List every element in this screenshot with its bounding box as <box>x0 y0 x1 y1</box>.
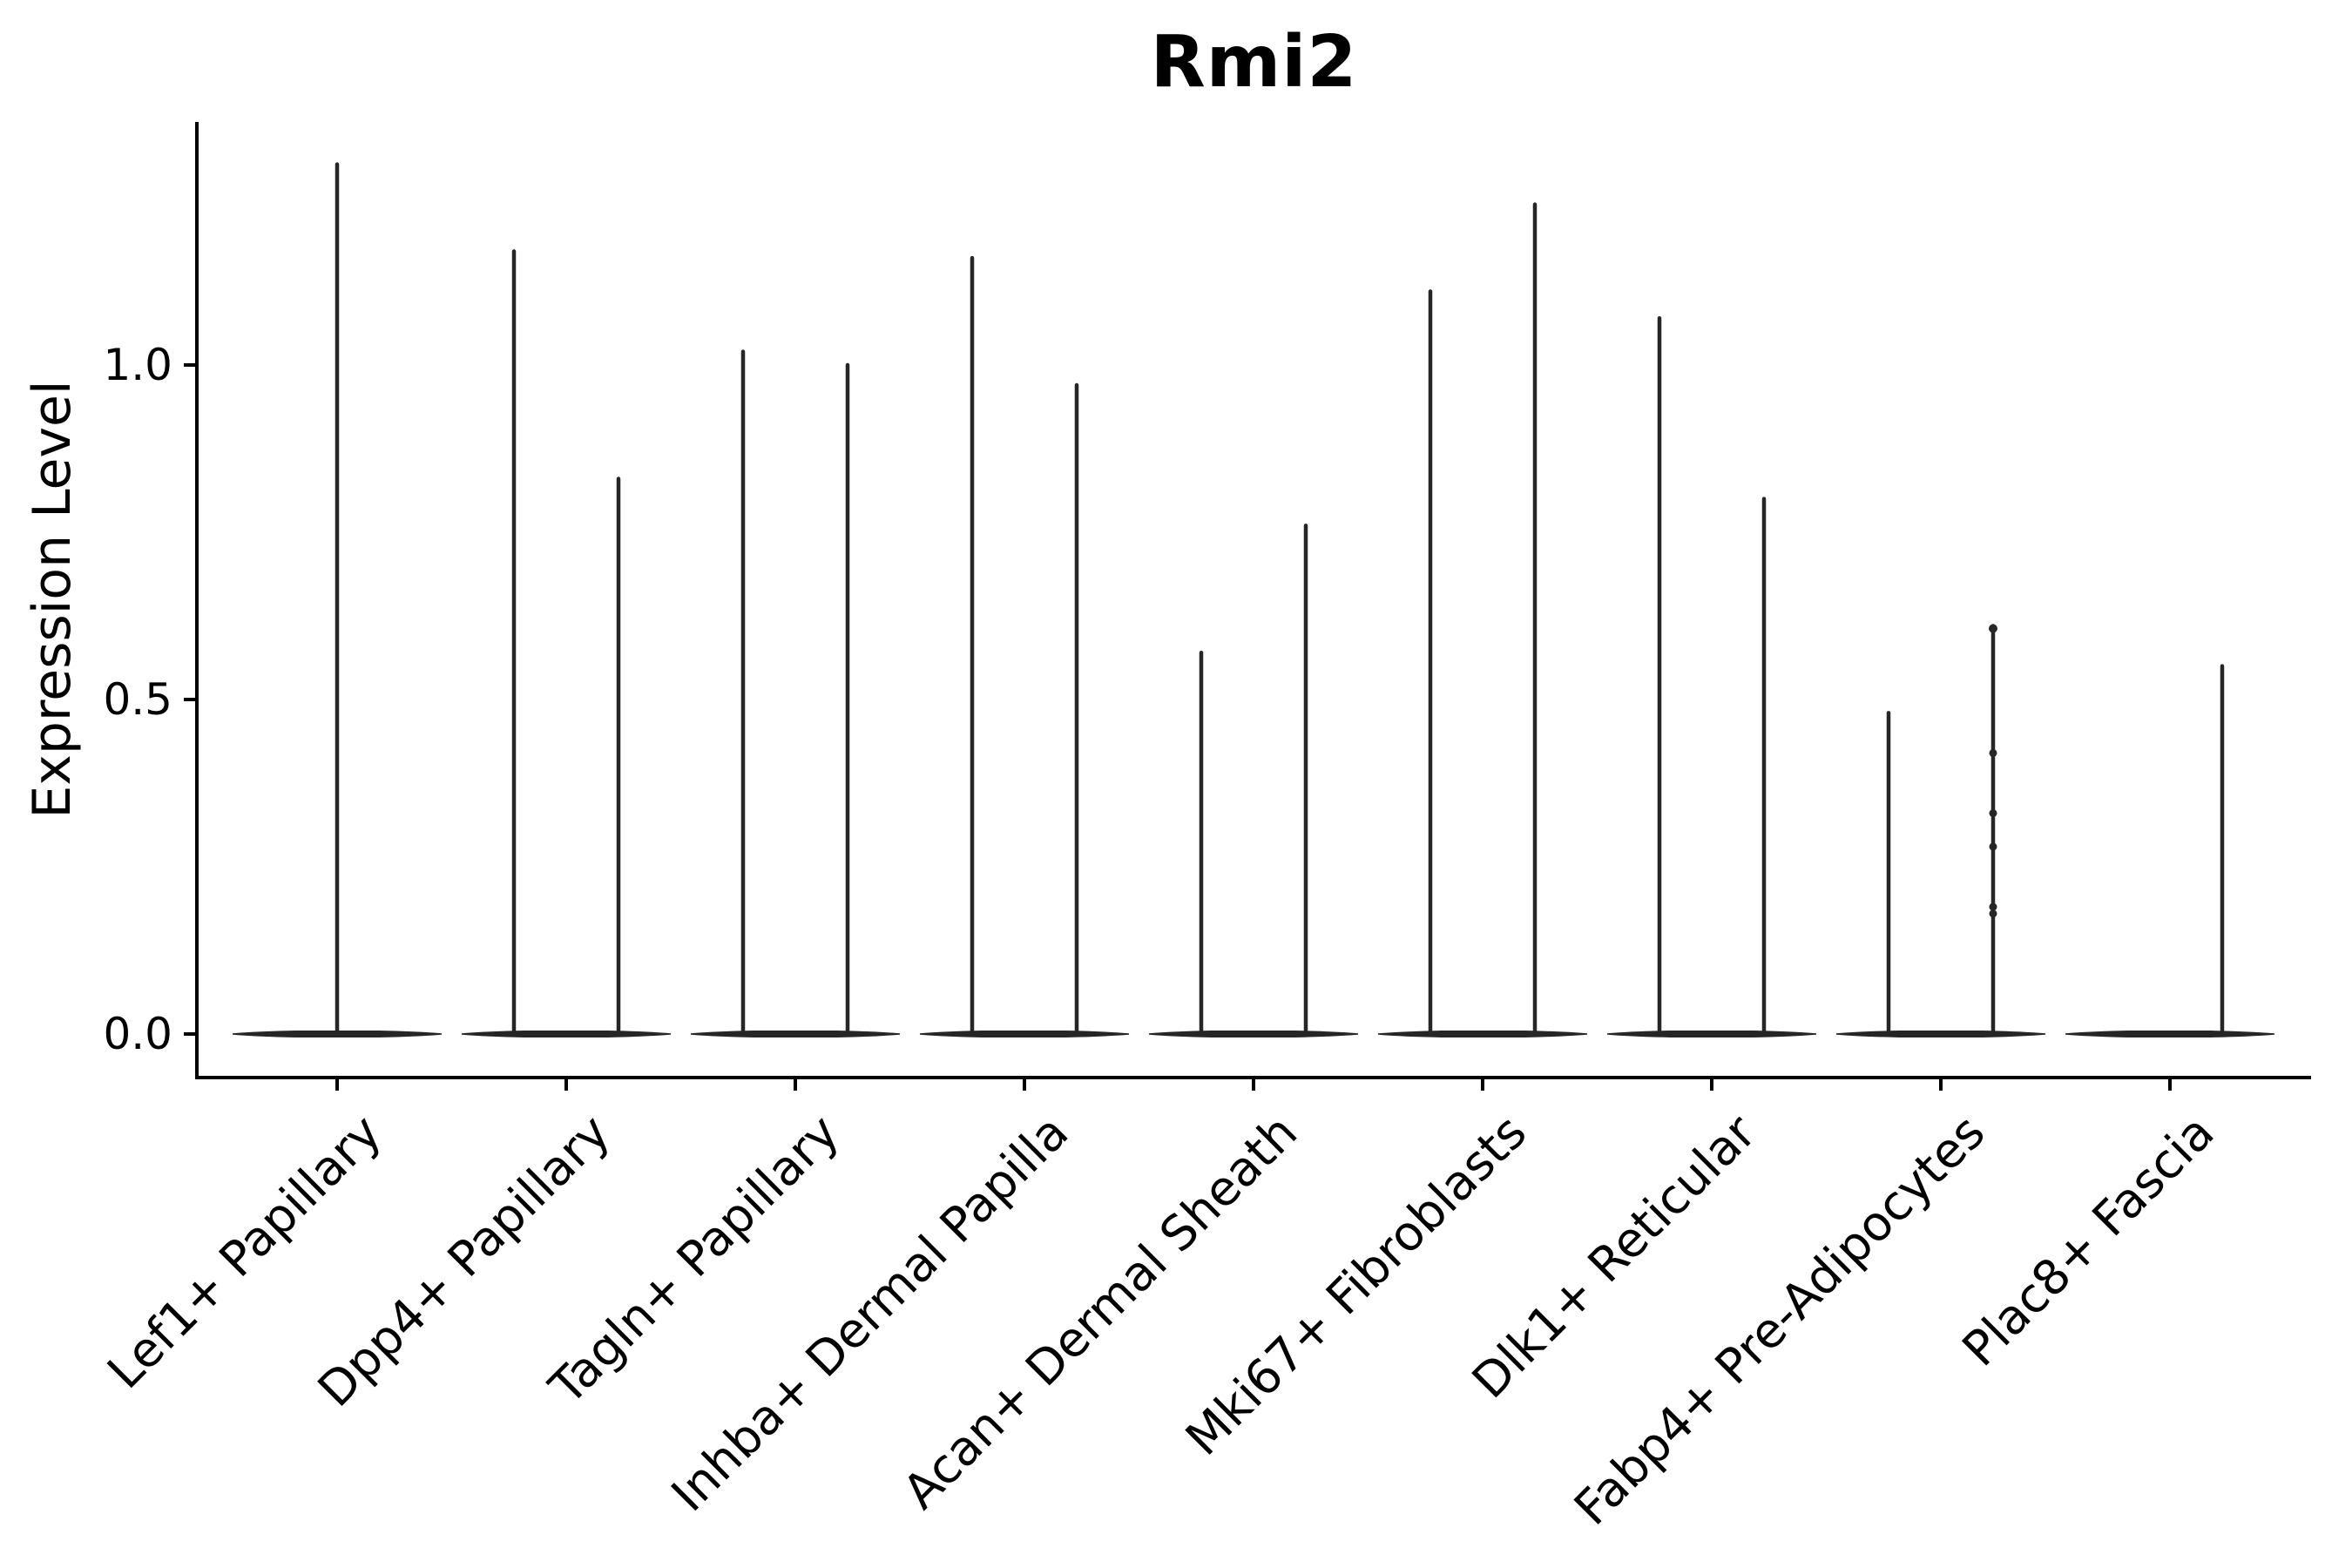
violin-base <box>1148 1031 1359 1037</box>
y-tick-label: 0.0 <box>103 1009 172 1059</box>
expression-point <box>1989 809 1997 818</box>
page-title: Rmi2 <box>1150 21 1358 104</box>
expression-point <box>1989 748 1997 757</box>
violin-base <box>1835 1031 2046 1037</box>
violin-base <box>919 1031 1130 1037</box>
expression-point <box>1989 842 1997 851</box>
expression-point <box>1989 624 1997 633</box>
expression-point <box>1989 909 1997 918</box>
violin-base <box>1606 1031 1817 1037</box>
violin-base <box>690 1031 901 1037</box>
violin-base <box>1377 1031 1588 1037</box>
violin-base <box>2065 1031 2275 1037</box>
y-tick-label: 0.5 <box>103 674 172 725</box>
expression-point <box>1989 902 1997 911</box>
violin-base <box>461 1031 672 1037</box>
y-tick-label: 1.0 <box>103 340 172 390</box>
